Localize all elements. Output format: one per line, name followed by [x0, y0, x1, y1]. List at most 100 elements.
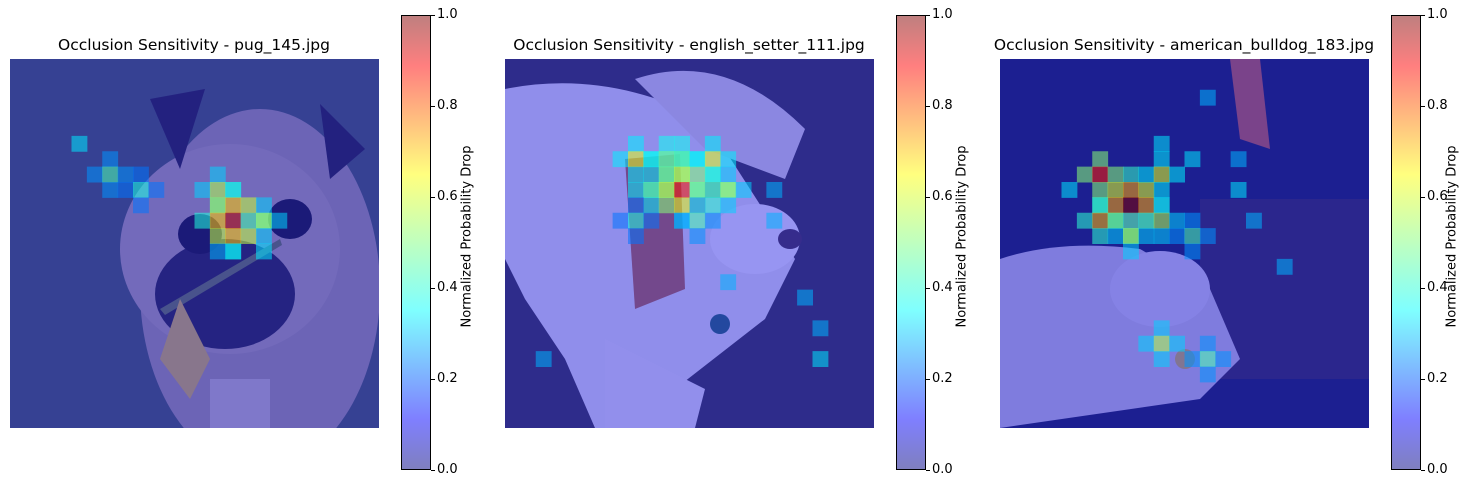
heatmap-cell — [658, 166, 675, 183]
heatmap-cell — [643, 151, 660, 168]
heatmap-cell — [271, 212, 288, 229]
heatmap-cell — [674, 151, 690, 168]
heatmap-cell — [133, 182, 149, 198]
heatmap-cell — [1169, 166, 1185, 183]
heatmap-cell — [1092, 228, 1109, 244]
colorbar-tick-label: 1.0 — [1427, 7, 1448, 22]
heatmap-cell — [1246, 212, 1262, 229]
heatmap-cell — [1169, 335, 1185, 352]
heatmap-cell — [643, 197, 660, 214]
occlusion-heatmap-image — [1000, 59, 1369, 428]
heatmap-cell — [1184, 151, 1201, 168]
heatmap-cell — [1184, 228, 1201, 244]
heatmap-cell — [704, 197, 721, 214]
heatmap-cell — [1076, 166, 1093, 183]
heatmap-cell — [1123, 182, 1139, 198]
colorbar-tick-mark — [926, 14, 930, 16]
heatmap-cell — [1153, 182, 1170, 198]
colorbar-tick-mark — [1421, 196, 1425, 198]
colorbar-label: Normalized Probability Drop — [1444, 145, 1460, 328]
heatmap-cell — [71, 135, 88, 152]
heatmap-cell — [720, 197, 737, 214]
heatmap-cell — [1092, 197, 1109, 214]
heatmap-cell — [643, 182, 660, 198]
heatmap-cell — [1061, 182, 1078, 198]
heatmap-cell — [225, 212, 242, 229]
heatmap-cell — [628, 228, 644, 244]
heatmap-cell — [658, 197, 675, 214]
panel-title: Occlusion Sensitivity - english_setter_1… — [513, 36, 865, 54]
heatmap-cell — [1153, 151, 1170, 168]
heatmap-cell — [1153, 197, 1170, 214]
heatmap-panel-3: Occlusion Sensitivity - american_bulldog… — [990, 0, 1475, 490]
heatmap-cell — [628, 166, 644, 183]
heatmap-cell — [1076, 212, 1093, 229]
heatmap-cell — [1138, 335, 1155, 352]
heatmap-cell — [1107, 197, 1124, 214]
heatmap-cell — [612, 151, 629, 168]
heatmap-cell — [674, 135, 690, 152]
occlusion-heatmap-image — [505, 59, 874, 428]
colorbar-tick-label: 0.2 — [1427, 371, 1448, 386]
heatmap-svg — [505, 59, 874, 428]
heatmap-cell — [766, 212, 783, 229]
heatmap-cell — [209, 228, 226, 244]
heatmap-cell — [535, 351, 552, 367]
heatmap-cell — [1107, 228, 1124, 244]
heatmap-cell — [628, 197, 644, 214]
colorbar-tick-mark — [431, 105, 435, 107]
heatmap-cell — [643, 166, 660, 183]
heatmap-cell — [704, 151, 721, 168]
heatmap-cell — [209, 243, 226, 260]
heatmap-cell — [240, 212, 257, 229]
heatmap-cell — [256, 197, 272, 214]
heatmap-cell — [689, 212, 706, 229]
colorbar-tick-label: 0.2 — [437, 371, 458, 386]
heatmap-cell — [1153, 228, 1170, 244]
heatmap-cell — [689, 166, 706, 183]
heatmap-cell — [628, 151, 644, 168]
colorbar-tick-label: 0.0 — [932, 462, 953, 477]
colorbar — [896, 15, 926, 470]
heatmap-cell — [240, 228, 257, 244]
heatmap-cell — [1092, 151, 1109, 168]
heatmap-cell — [102, 166, 119, 183]
heatmap-cell — [1092, 212, 1109, 229]
colorbar-tick-mark — [431, 14, 435, 16]
heatmap-cell — [1153, 351, 1170, 367]
colorbar-label: Normalized Probability Drop — [459, 145, 475, 328]
heatmap-cell — [194, 182, 211, 198]
heatmap-cell — [1184, 212, 1201, 229]
heatmap-cell — [1230, 151, 1247, 168]
colorbar-tick-label: 0.2 — [932, 371, 953, 386]
heatmap-cell — [1138, 197, 1155, 214]
heatmap-cell — [674, 212, 690, 229]
heatmap-cell — [102, 151, 119, 168]
colorbar-tick-mark — [1421, 469, 1425, 471]
colorbar-tick-label: 1.0 — [437, 7, 458, 22]
colorbar-tick-mark — [431, 378, 435, 380]
colorbar-tick-label: 0.6 — [1427, 189, 1448, 204]
heatmap-cell — [704, 166, 721, 183]
colorbar-gradient — [402, 16, 430, 469]
heatmap-cell — [689, 228, 706, 244]
heatmap-cell — [1199, 89, 1216, 106]
heatmap-svg — [1000, 59, 1369, 428]
heatmap-cell — [133, 197, 149, 214]
heatmap-cell — [1153, 335, 1170, 352]
colorbar-tick-label: 0.8 — [1427, 98, 1448, 113]
colorbar-gradient — [1392, 16, 1420, 469]
heatmap-cell — [658, 151, 675, 168]
colorbar-tick-mark — [926, 196, 930, 198]
heatmap-cell — [658, 182, 675, 198]
heatmap-cell — [1184, 243, 1201, 260]
heatmap-cell — [256, 212, 272, 229]
panel-title: Occlusion Sensitivity - pug_145.jpg — [58, 36, 330, 54]
colorbar-tick-mark — [431, 287, 435, 289]
colorbar-tick-mark — [431, 469, 435, 471]
colorbar-tick-mark — [926, 378, 930, 380]
colorbar-tick-mark — [926, 287, 930, 289]
colorbar-tick-mark — [1421, 378, 1425, 380]
heatmap-cell — [1138, 182, 1155, 198]
heatmap-cell — [720, 166, 737, 183]
